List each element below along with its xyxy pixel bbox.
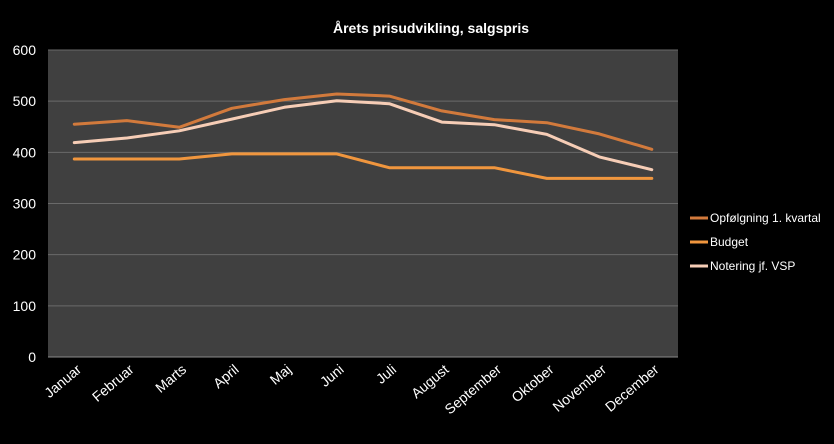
legend: Opfølgning 1. kvartal Budget Notering jf. … [690, 211, 821, 273]
chart-title: Årets prisudvikling, salgspris [333, 20, 529, 36]
y-tick-label: 500 [13, 93, 37, 109]
y-tick-label: 400 [13, 144, 37, 160]
y-tick-label: 0 [28, 349, 36, 365]
y-tick-label: 300 [13, 196, 37, 212]
legend-label: Notering jf. VSP [710, 259, 795, 273]
legend-label: Opfølgning 1. kvartal [710, 211, 821, 225]
y-axis-ticks: 0 100 200 300 400 500 600 [13, 42, 37, 365]
y-tick-label: 600 [13, 42, 37, 58]
series-line [72, 99, 654, 172]
legend-label: Budget [710, 235, 749, 249]
y-tick-label: 200 [13, 247, 37, 263]
series-line [72, 152, 654, 180]
gridlines [48, 49, 678, 358]
y-tick-label: 100 [13, 298, 37, 314]
series-line [72, 92, 654, 151]
series-lines [72, 92, 654, 180]
